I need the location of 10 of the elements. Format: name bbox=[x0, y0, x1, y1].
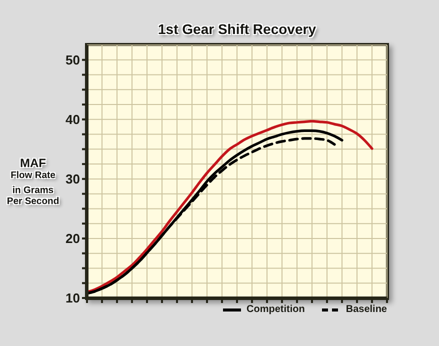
y-tick-label: 10 bbox=[66, 290, 80, 306]
y-tick-label: 30 bbox=[66, 172, 80, 187]
y-tick-label: 40 bbox=[66, 112, 80, 128]
y-tick-label: 20 bbox=[66, 231, 80, 246]
legend-label: Competition bbox=[246, 304, 305, 315]
chart-title: 1st Gear Shift Recovery bbox=[158, 21, 316, 37]
line-series bbox=[86, 120, 374, 294]
y-tick-label: 50 bbox=[66, 52, 80, 68]
y-axis-title: MAF Flow Rate in Grams Per Second bbox=[6, 156, 60, 207]
legend-label: Baseline bbox=[346, 304, 387, 315]
